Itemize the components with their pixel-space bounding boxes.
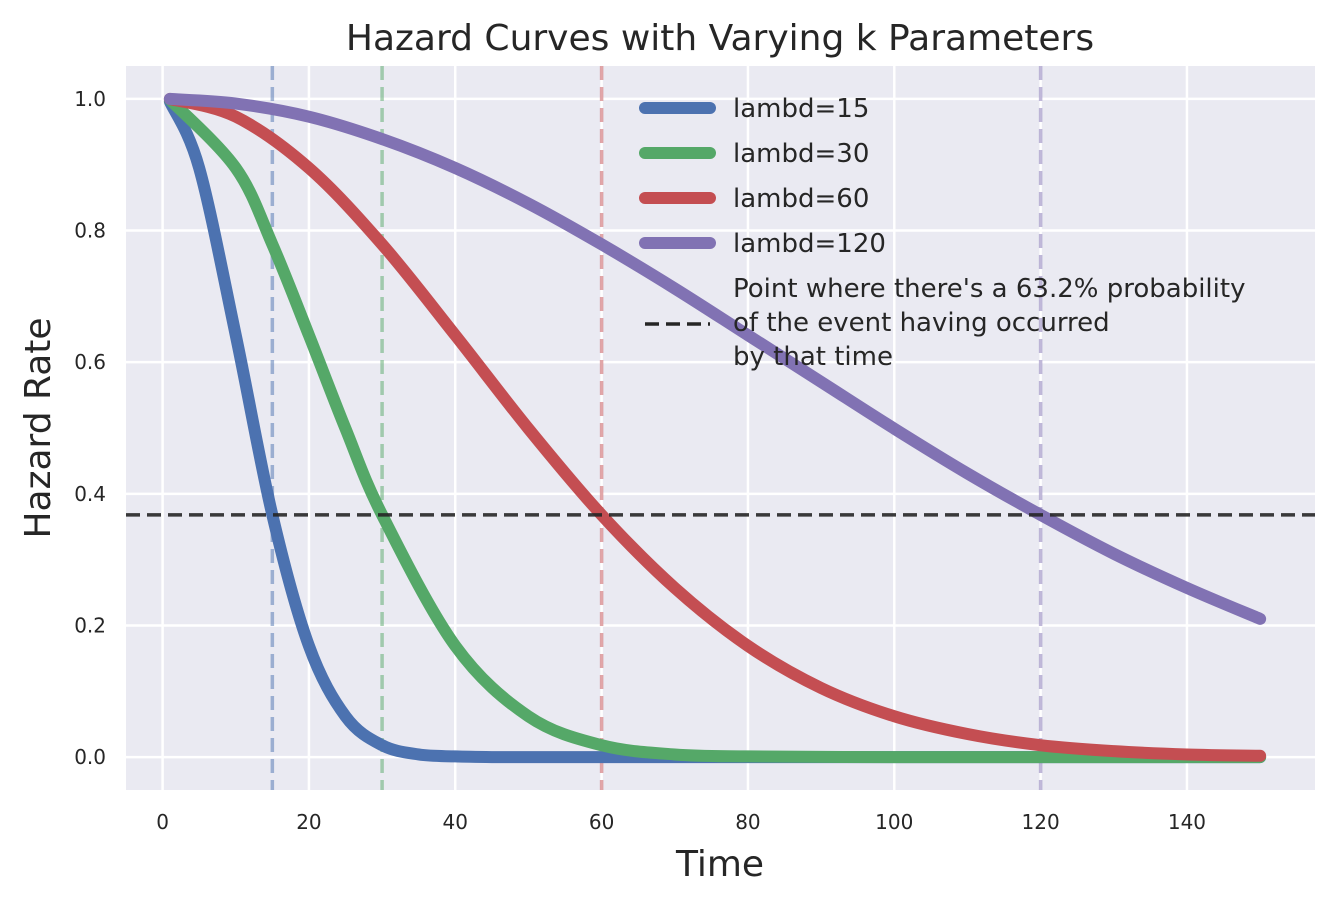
legend-label-line: Point where there's a 63.2% probability bbox=[733, 274, 1245, 304]
y-tick-label: 0.2 bbox=[74, 613, 106, 637]
legend: lambd=15 lambd=30 lambd=60 lambd=120 Point w… bbox=[639, 94, 1245, 372]
legend-label: Point where there's a 63.2% probability o… bbox=[733, 274, 1245, 372]
legend-label: lambd=30 bbox=[733, 139, 869, 169]
legend-label: lambd=60 bbox=[733, 184, 869, 214]
x-tick-label: 0 bbox=[156, 810, 169, 834]
y-axis-label: Hazard Rate bbox=[18, 317, 59, 538]
y-tick-label: 1.0 bbox=[74, 87, 106, 111]
legend-label-line: by that time bbox=[733, 342, 893, 372]
series-line bbox=[163, 93, 1267, 764]
x-tick-label: 20 bbox=[296, 810, 321, 834]
y-tick-labels: 0.0 0.2 0.4 0.6 0.8 1.0 bbox=[74, 87, 106, 769]
x-tick-label: 40 bbox=[443, 810, 468, 834]
x-tick-label: 120 bbox=[1022, 810, 1060, 834]
x-tick-label: 80 bbox=[735, 810, 760, 834]
chart-title: Hazard Curves with Varying k Parameters bbox=[346, 18, 1094, 59]
y-tick-label: 0.0 bbox=[74, 745, 106, 769]
x-tick-label: 140 bbox=[1168, 810, 1206, 834]
vertical-reference-lines bbox=[270, 66, 1043, 790]
x-tick-label: 100 bbox=[875, 810, 913, 834]
y-tick-label: 0.6 bbox=[74, 350, 106, 374]
y-tick-label: 0.8 bbox=[74, 219, 106, 243]
legend-label: lambd=120 bbox=[733, 229, 886, 259]
legend-label-line: of the event having occurred bbox=[733, 308, 1110, 338]
x-tick-label: 60 bbox=[589, 810, 614, 834]
legend-label: lambd=15 bbox=[733, 94, 869, 124]
series-lines bbox=[163, 92, 1267, 764]
y-tick-label: 0.4 bbox=[74, 482, 106, 506]
plot-area bbox=[126, 66, 1315, 790]
x-axis-label: Time bbox=[675, 844, 764, 885]
series-line bbox=[163, 92, 1267, 762]
x-tick-labels: 0 20 40 60 80 100 120 140 bbox=[156, 810, 1206, 834]
series-line bbox=[163, 92, 1267, 625]
